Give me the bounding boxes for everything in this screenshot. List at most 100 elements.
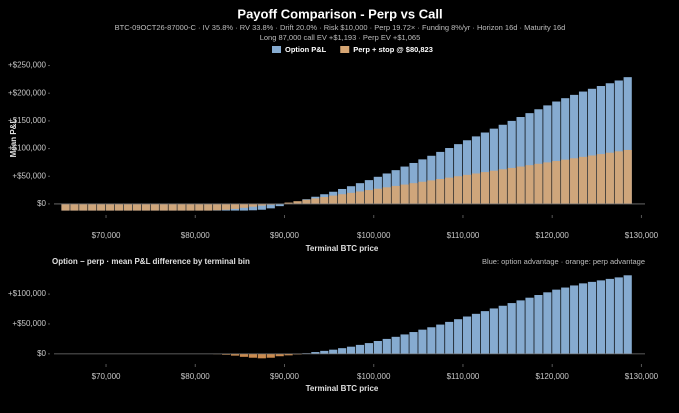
bar [338, 194, 347, 204]
bar [284, 202, 293, 204]
y-tick-label: $0 [37, 349, 46, 358]
annotation: Blue: option advantage · orange: perp ad… [482, 257, 645, 266]
bar [596, 280, 606, 354]
bar [213, 203, 222, 211]
bar [587, 281, 597, 354]
bar [257, 203, 266, 206]
bar [454, 176, 463, 204]
bar [543, 292, 552, 354]
bar [552, 101, 561, 204]
bar [355, 344, 365, 354]
bar [534, 109, 543, 204]
bar [418, 159, 427, 204]
bar [418, 329, 427, 354]
x-tick-label: $70,000 [92, 372, 121, 381]
bar [275, 353, 284, 357]
bar [123, 203, 133, 211]
y-tick-label: +$50,000 [12, 319, 46, 328]
bar [543, 105, 552, 204]
bar [570, 94, 579, 204]
bar [454, 144, 463, 204]
bar [239, 203, 249, 208]
bar [230, 203, 240, 209]
bar [266, 353, 275, 358]
bar [623, 275, 632, 354]
bar [578, 156, 588, 204]
bar [400, 184, 409, 204]
bar [489, 128, 498, 204]
bar [257, 203, 266, 210]
legend-swatch [340, 46, 350, 53]
bar [346, 192, 356, 204]
bar [614, 277, 623, 354]
bar [614, 151, 623, 204]
bar [614, 80, 623, 204]
bar [489, 308, 498, 354]
bar [293, 201, 302, 204]
bar [311, 198, 320, 204]
bar [329, 349, 338, 354]
bar [507, 167, 516, 204]
bar [391, 185, 400, 204]
bar [471, 136, 481, 204]
bar [454, 319, 463, 354]
bar [498, 169, 507, 204]
bar [561, 98, 570, 204]
bar [471, 173, 481, 204]
x-tick-label: $100,000 [357, 372, 391, 381]
bar [516, 300, 525, 354]
bar [534, 295, 543, 354]
bar [516, 117, 525, 204]
x-tick-label: $70,000 [92, 231, 121, 240]
bar [186, 203, 195, 211]
bar [462, 174, 472, 204]
bar [159, 203, 168, 211]
bar [498, 305, 507, 354]
bar [391, 336, 400, 354]
bar [605, 278, 614, 354]
bar [436, 179, 445, 204]
bar [266, 203, 275, 209]
x-axis-label: Terminal BTC price [306, 384, 379, 393]
bar [578, 283, 588, 354]
bar [471, 313, 481, 354]
bar [623, 77, 632, 204]
bar [275, 203, 284, 207]
y-tick-label: $0 [37, 199, 46, 208]
bar [320, 350, 329, 354]
bar [364, 190, 374, 204]
bar [445, 177, 454, 204]
x-tick-label: $120,000 [536, 372, 570, 381]
bar [480, 132, 490, 204]
bar [239, 353, 249, 357]
x-tick-label: $130,000 [625, 372, 659, 381]
legend-label: Option P&L [285, 45, 327, 54]
bar [266, 203, 275, 205]
bar [587, 88, 597, 204]
bar [373, 341, 382, 354]
bar [204, 203, 213, 211]
bar [88, 203, 97, 211]
y-tick-label: +$250,000 [8, 61, 47, 70]
bar [248, 353, 258, 358]
bar [338, 348, 347, 354]
bar [427, 155, 436, 204]
bar [525, 113, 534, 204]
bar [106, 203, 115, 211]
bar [561, 159, 570, 204]
x-tick-label: $110,000 [447, 231, 480, 240]
y-axis-label: Mean P&L [9, 119, 18, 158]
bar [177, 203, 186, 211]
bar [257, 353, 266, 359]
bar [507, 120, 516, 204]
x-tick-label: $110,000 [447, 372, 480, 381]
bar [605, 152, 614, 204]
x-tick-label: $120,000 [536, 231, 570, 240]
bar [222, 203, 231, 210]
bar [230, 353, 240, 356]
bar [596, 86, 606, 204]
bar [596, 154, 606, 204]
x-tick-label: $90,000 [270, 231, 299, 240]
bar [364, 343, 374, 354]
